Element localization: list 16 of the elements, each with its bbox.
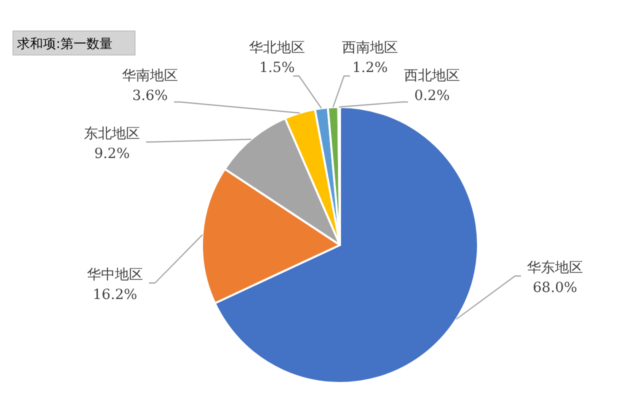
data-label: 9.2% [94, 146, 130, 162]
slice-label: 华中地区 [87, 267, 143, 283]
data-label: 1.5% [259, 60, 295, 76]
data-label: 3.6% [132, 88, 168, 104]
slice-label: 华北地区 [249, 40, 305, 56]
data-label: 16.2% [92, 287, 138, 303]
data-label: 1.2% [352, 60, 388, 76]
slice-label: 华南地区 [122, 68, 178, 84]
chart-title: 求和项:第一数量 [17, 37, 112, 52]
data-label: 68.0% [532, 280, 578, 296]
slice-label: 华东地区 [527, 260, 583, 276]
data-label: 0.2% [414, 88, 450, 104]
title: 求和项:第一数量 [12, 30, 136, 56]
slice-label: 西南地区 [342, 40, 398, 56]
slice-label: 西北地区 [404, 68, 460, 84]
slice-label: 东北地区 [84, 126, 140, 142]
